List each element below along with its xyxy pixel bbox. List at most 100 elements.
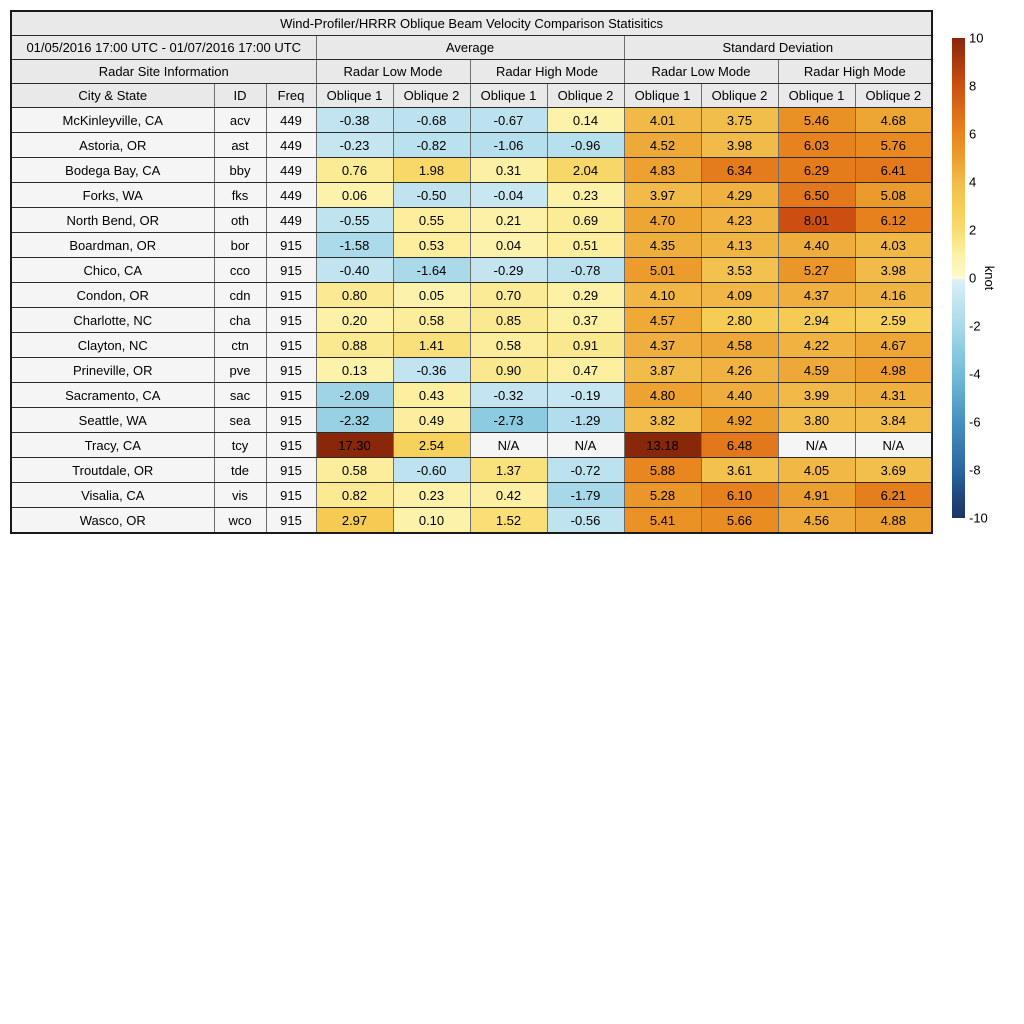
value-cell-avg-low-oblique2: 0.55 — [392, 207, 471, 233]
value-cell-std-high-oblique1: N/A — [777, 432, 856, 458]
table-title: Wind-Profiler/HRRR Oblique Beam Velocity… — [10, 10, 933, 36]
col-header-id: ID — [213, 83, 267, 108]
value-cell-std-high-oblique1: 6.50 — [777, 182, 856, 208]
value-cell-std-high-oblique1: 5.46 — [777, 107, 856, 133]
cell-city: Charlotte, NC — [10, 307, 215, 333]
cell-id: wco — [213, 507, 267, 534]
value-cell-avg-high-oblique1: -0.04 — [469, 182, 548, 208]
value-cell-std-high-oblique2: 6.21 — [854, 482, 933, 508]
value-cell-avg-low-oblique1: 0.88 — [315, 332, 394, 358]
cell-id: sea — [213, 407, 267, 433]
value-cell-avg-low-oblique2: -0.68 — [392, 107, 471, 133]
cell-freq: 449 — [265, 132, 317, 158]
value-cell-avg-low-oblique1: 0.80 — [315, 282, 394, 308]
cell-city: North Bend, OR — [10, 207, 215, 233]
cell-id: oth — [213, 207, 267, 233]
group-row-1: 01/05/2016 17:00 UTC - 01/07/2016 17:00 … — [10, 35, 933, 60]
table-row: Forks, WA fks 449 0.06 -0.50 -0.04 0.23 3.97 4.2… — [10, 182, 933, 208]
value-cell-avg-high-oblique2: 0.51 — [546, 232, 625, 258]
cell-freq: 915 — [265, 332, 317, 358]
colorbar-tick: -10 — [969, 510, 988, 526]
group-header-std-low-mode: Radar Low Mode — [623, 59, 779, 84]
value-cell-std-high-oblique1: 8.01 — [777, 207, 856, 233]
value-cell-std-low-oblique1: 5.01 — [623, 257, 702, 283]
value-cell-avg-high-oblique1: 1.37 — [469, 457, 548, 483]
value-cell-std-high-oblique1: 4.56 — [777, 507, 856, 534]
value-cell-avg-low-oblique1: -2.09 — [315, 382, 394, 408]
group-header-average: Average — [315, 35, 625, 60]
value-cell-avg-high-oblique2: 0.37 — [546, 307, 625, 333]
value-cell-std-low-oblique2: 4.58 — [700, 332, 779, 358]
value-cell-std-high-oblique2: 4.16 — [854, 282, 933, 308]
value-cell-avg-low-oblique2: -0.82 — [392, 132, 471, 158]
group-header-standard-deviation: Standard Deviation — [623, 35, 933, 60]
cell-id: vis — [213, 482, 267, 508]
value-cell-avg-low-oblique1: 0.76 — [315, 157, 394, 183]
value-cell-avg-low-oblique2: 0.10 — [392, 507, 471, 534]
table-row: Chico, CA cco 915 -0.40 -1.64 -0.29 -0.78 5.01 3… — [10, 257, 933, 283]
value-cell-avg-low-oblique2: -0.60 — [392, 457, 471, 483]
value-cell-std-high-oblique2: 4.03 — [854, 232, 933, 258]
cell-id: ast — [213, 132, 267, 158]
value-cell-std-low-oblique2: 6.10 — [700, 482, 779, 508]
group-header-std-high-mode: Radar High Mode — [777, 59, 933, 84]
colorbar-tick: -6 — [969, 414, 981, 430]
value-cell-std-low-oblique1: 4.70 — [623, 207, 702, 233]
cell-freq: 915 — [265, 457, 317, 483]
colorbar-tick: 0 — [969, 270, 977, 286]
value-cell-avg-low-oblique2: 0.23 — [392, 482, 471, 508]
table-row: Troutdale, OR tde 915 0.58 -0.60 1.37 -0.72 5.8… — [10, 457, 933, 483]
cell-id: fks — [213, 182, 267, 208]
value-cell-avg-low-oblique2: 0.53 — [392, 232, 471, 258]
group-header-avg-high-mode: Radar High Mode — [469, 59, 625, 84]
col-header-std-high-oblique2: Oblique 2 — [854, 83, 933, 108]
value-cell-avg-low-oblique1: 2.97 — [315, 507, 394, 534]
value-cell-avg-high-oblique1: -0.67 — [469, 107, 548, 133]
value-cell-std-low-oblique1: 4.35 — [623, 232, 702, 258]
cell-freq: 449 — [265, 182, 317, 208]
value-cell-std-high-oblique2: 3.84 — [854, 407, 933, 433]
cell-freq: 915 — [265, 432, 317, 458]
cell-id: cdn — [213, 282, 267, 308]
value-cell-avg-high-oblique2: -0.96 — [546, 132, 625, 158]
value-cell-std-low-oblique2: 2.80 — [700, 307, 779, 333]
cell-freq: 449 — [265, 207, 317, 233]
cell-freq: 915 — [265, 482, 317, 508]
value-cell-avg-low-oblique1: 0.06 — [315, 182, 394, 208]
value-cell-avg-high-oblique2: -1.29 — [546, 407, 625, 433]
value-cell-avg-low-oblique2: -0.50 — [392, 182, 471, 208]
value-cell-std-low-oblique2: 4.09 — [700, 282, 779, 308]
colorbar-tick: 4 — [969, 174, 977, 190]
value-cell-avg-high-oblique1: 0.85 — [469, 307, 548, 333]
value-cell-avg-high-oblique1: 0.42 — [469, 482, 548, 508]
table-row: Charlotte, NC cha 915 0.20 0.58 0.85 0.37 4.57 2… — [10, 307, 933, 333]
cell-freq: 915 — [265, 307, 317, 333]
cell-city: Bodega Bay, CA — [10, 157, 215, 183]
table-row: Seattle, WA sea 915 -2.32 0.49 -2.73 -1.29 3.82… — [10, 407, 933, 433]
value-cell-avg-high-oblique2: N/A — [546, 432, 625, 458]
value-cell-avg-high-oblique2: -0.19 — [546, 382, 625, 408]
value-cell-avg-low-oblique2: 0.43 — [392, 382, 471, 408]
value-cell-avg-high-oblique1: 0.31 — [469, 157, 548, 183]
value-cell-std-high-oblique2: 4.68 — [854, 107, 933, 133]
value-cell-avg-high-oblique1: 0.90 — [469, 357, 548, 383]
cell-id: tcy — [213, 432, 267, 458]
value-cell-std-high-oblique2: 4.88 — [854, 507, 933, 534]
value-cell-std-low-oblique1: 5.28 — [623, 482, 702, 508]
value-cell-std-high-oblique2: 4.31 — [854, 382, 933, 408]
cell-city: Seattle, WA — [10, 407, 215, 433]
col-header-std-low-oblique2: Oblique 2 — [700, 83, 779, 108]
value-cell-avg-high-oblique2: -0.78 — [546, 257, 625, 283]
value-cell-avg-high-oblique1: -0.32 — [469, 382, 548, 408]
value-cell-std-low-oblique1: 4.37 — [623, 332, 702, 358]
cell-freq: 915 — [265, 282, 317, 308]
table-row: Sacramento, CA sac 915 -2.09 0.43 -0.32 -0.19 4… — [10, 382, 933, 408]
value-cell-std-high-oblique1: 4.91 — [777, 482, 856, 508]
colorbar-tick: -4 — [969, 366, 981, 382]
value-cell-std-low-oblique1: 3.87 — [623, 357, 702, 383]
value-cell-avg-low-oblique1: -1.58 — [315, 232, 394, 258]
cell-id: cco — [213, 257, 267, 283]
col-header-avg-high-oblique1: Oblique 1 — [469, 83, 548, 108]
value-cell-avg-low-oblique1: -0.40 — [315, 257, 394, 283]
